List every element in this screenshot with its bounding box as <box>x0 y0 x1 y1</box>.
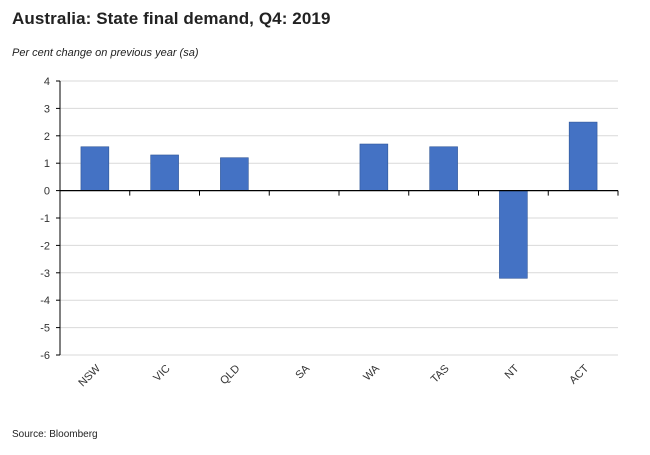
y-tick-label: 4 <box>44 76 50 88</box>
chart-title: Australia: State final demand, Q4: 2019 <box>12 9 331 28</box>
x-tick-label: ACT <box>567 362 591 386</box>
y-tick-label: 2 <box>44 131 50 143</box>
bar-nsw <box>80 146 110 191</box>
x-tick-label: TAS <box>429 363 452 386</box>
bar-vic <box>150 154 179 191</box>
x-tick-label: VIC <box>151 363 172 384</box>
x-tick-label: WA <box>361 362 382 383</box>
bar-tas <box>429 146 458 191</box>
bars <box>80 121 598 279</box>
x-tick-labels: NSW VIC QLD SA WA TAS NT ACT <box>76 362 591 389</box>
y-tick-label: 3 <box>44 103 50 115</box>
bar-qld <box>220 157 249 191</box>
bar-wa <box>359 143 389 191</box>
x-tick-label: QLD <box>218 363 243 388</box>
y-tick-label: 0 <box>44 186 50 198</box>
source-note: Source: Bloomberg <box>12 429 98 440</box>
y-tick-labels: 4 3 2 1 0 -1 -2 -3 -4 -5 -6 <box>40 76 50 362</box>
y-tick-label: -1 <box>40 213 50 225</box>
x-tick-label: SA <box>293 362 312 381</box>
y-tick-label: -6 <box>40 350 50 362</box>
gridlines <box>60 80 618 356</box>
bar-act <box>568 121 598 191</box>
bar-nt <box>499 190 528 279</box>
y-tick-label: -2 <box>40 240 50 252</box>
y-tick-label: -4 <box>40 295 50 307</box>
y-tick-label: 1 <box>44 158 50 170</box>
x-tick-label: NT <box>503 362 522 381</box>
y-tick-label: -5 <box>40 323 50 335</box>
axes <box>56 80 619 356</box>
x-tick-label: NSW <box>76 362 103 389</box>
y-tick-label: -3 <box>40 268 50 280</box>
chart-subtitle: Per cent change on previous year (sa) <box>12 47 199 59</box>
